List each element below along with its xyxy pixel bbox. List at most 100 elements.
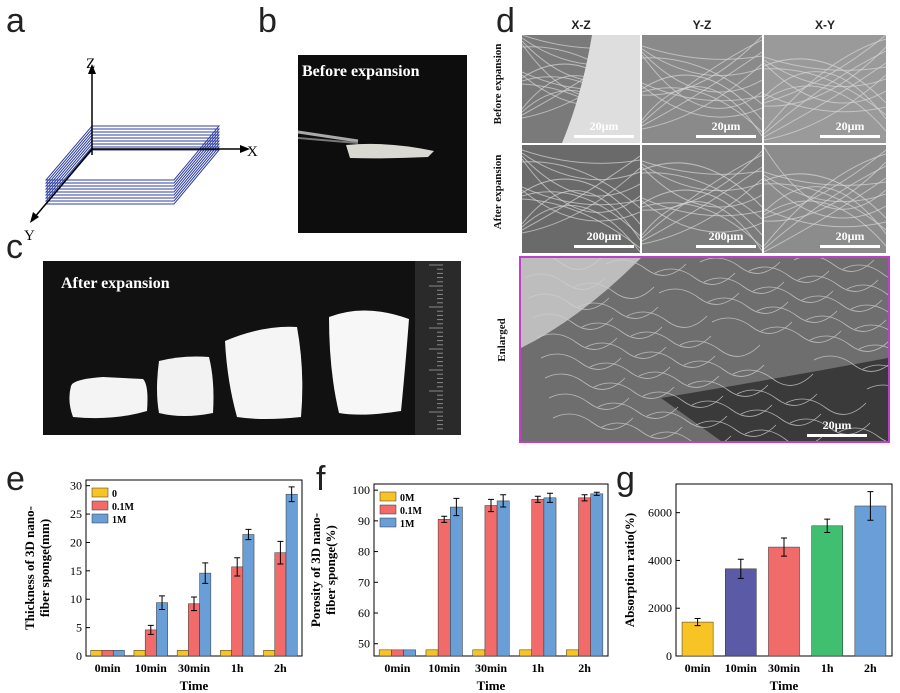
- y-axis-title: Porosity of 3D nano-fiber sponge(%): [308, 513, 338, 627]
- error-bar: [234, 557, 241, 577]
- photo-caption-before: Before expansion: [302, 63, 420, 80]
- sem-row-head-enlarged: Enlarged: [496, 318, 508, 362]
- panel-label-d: d: [496, 2, 515, 40]
- x-tick-label: 1h: [821, 661, 834, 675]
- sem-row-head-before: Before expansion: [492, 43, 504, 125]
- y-tick-label: 100: [352, 483, 370, 497]
- sem-after-xy: 20μm: [764, 145, 886, 253]
- bar: [263, 650, 276, 657]
- x-tick-label: 0min: [95, 661, 121, 675]
- error-bar: [694, 617, 701, 627]
- bar: [101, 650, 114, 657]
- sem-after-yz-scalebar: 200μm: [696, 229, 756, 248]
- error-bar: [781, 537, 787, 557]
- sem-before-xy: 20μm: [764, 35, 886, 143]
- x-tick-label: 0min: [685, 661, 711, 675]
- legend-swatch: [379, 504, 397, 515]
- bar: [437, 519, 451, 657]
- x-tick-label: 30min: [768, 661, 800, 675]
- sem-col-head-yz: Y-Z: [692, 18, 712, 32]
- y-tick-label: 80: [358, 545, 370, 559]
- panel-label-g: g: [616, 460, 635, 498]
- legend-label: 1M: [400, 519, 415, 530]
- y-tick-label: 50: [358, 637, 370, 651]
- legend-swatch: [379, 491, 397, 502]
- bar: [543, 497, 557, 657]
- bar: [425, 649, 439, 657]
- x-tick-label: 30min: [178, 661, 210, 675]
- bar: [90, 650, 103, 657]
- error-bar: [867, 491, 874, 521]
- sem-before-xz-scalebar: 20μm: [574, 119, 634, 138]
- legend-label: 0: [112, 489, 117, 500]
- x-tick-label: 30min: [475, 661, 507, 675]
- bar: [285, 493, 298, 657]
- sem-before-yz: 20μm: [642, 35, 762, 143]
- x-tick-label: 1h: [231, 661, 244, 675]
- chart-thickness: 0 5 10 15 20 25 30 0min 10min 30min 1h 2h Time Thickn…: [22, 479, 303, 693]
- y-axis-title: Thickness of 3D nano-fiber sponge(mm): [22, 506, 52, 630]
- bar: [242, 534, 255, 657]
- legend-label: 0.1M: [400, 506, 423, 517]
- error-bar: [737, 558, 744, 579]
- x-tick-label: 10min: [428, 661, 460, 675]
- sem-before-yz-scalebar: 20μm: [696, 119, 756, 138]
- error-bar: [488, 498, 494, 513]
- sem-after-xy-scalebar: 20μm: [820, 229, 880, 248]
- x-axis-title: Time: [180, 678, 209, 693]
- sem-col-head-xz: X-Z: [571, 18, 591, 32]
- bar: [220, 650, 232, 657]
- y-tick-label: 6000: [648, 506, 672, 520]
- error-bar: [147, 624, 154, 635]
- panel-label-b: b: [258, 2, 277, 40]
- error-bar: [159, 595, 166, 610]
- sem-row-head-after: After expansion: [492, 154, 504, 230]
- bar: [566, 649, 579, 657]
- legend-label: 1M: [112, 515, 127, 526]
- y-tick-label: 70: [358, 575, 370, 589]
- sem-enlarged: 20μm: [519, 256, 890, 443]
- bar: [391, 649, 404, 657]
- x-tick-label: 10min: [725, 661, 757, 675]
- bar: [133, 650, 146, 657]
- chart-porosity: 50 60 70 80 90 100 0min 10min 30min 1h 2h Time Poros…: [308, 483, 609, 693]
- legend-swatch: [91, 500, 109, 511]
- error-bar: [191, 596, 197, 612]
- y-tick-label: 60: [358, 606, 370, 620]
- x-tick-label: 2h: [274, 661, 287, 675]
- bar: [496, 500, 510, 657]
- photo-caption-after: After expansion: [61, 275, 170, 292]
- y-tick-label: 30: [70, 479, 82, 493]
- sem-after-yz: 200μm: [642, 145, 762, 253]
- error-bar: [824, 518, 831, 533]
- y-axis-title: Absorption ratio(%): [622, 513, 637, 627]
- error-bar: [534, 495, 541, 503]
- y-tick-label: 20: [70, 535, 82, 549]
- x-axis-title: Time: [770, 678, 799, 693]
- y-tick-label: 25: [70, 507, 82, 521]
- layer-stack-schematic: Z X Y: [24, 56, 258, 240]
- bar: [531, 499, 545, 657]
- y-tick-label: 90: [358, 514, 370, 528]
- error-bar: [441, 515, 448, 523]
- photo-after-expansion: After expansion: [43, 261, 461, 435]
- bar: [199, 572, 212, 657]
- legend-label: 0.1M: [112, 502, 135, 513]
- bar: [112, 650, 125, 657]
- x-tick-label: 1h: [531, 661, 544, 675]
- bar: [590, 493, 604, 657]
- bar: [274, 552, 287, 657]
- legend-swatch: [91, 513, 109, 524]
- bar: [403, 649, 416, 657]
- photo-before-expansion: Before expansion: [298, 55, 467, 233]
- x-tick-label: 0min: [384, 661, 410, 675]
- x-tick-label: 10min: [135, 661, 167, 675]
- y-tick-label: 2000: [648, 601, 672, 615]
- bar: [578, 497, 591, 657]
- x-tick-label: 2h: [578, 661, 591, 675]
- y-tick-label: 0: [76, 649, 82, 663]
- bar: [854, 505, 887, 657]
- bar: [188, 603, 200, 657]
- sem-col-head-xy: X-Y: [814, 18, 835, 32]
- error-bar: [581, 494, 588, 502]
